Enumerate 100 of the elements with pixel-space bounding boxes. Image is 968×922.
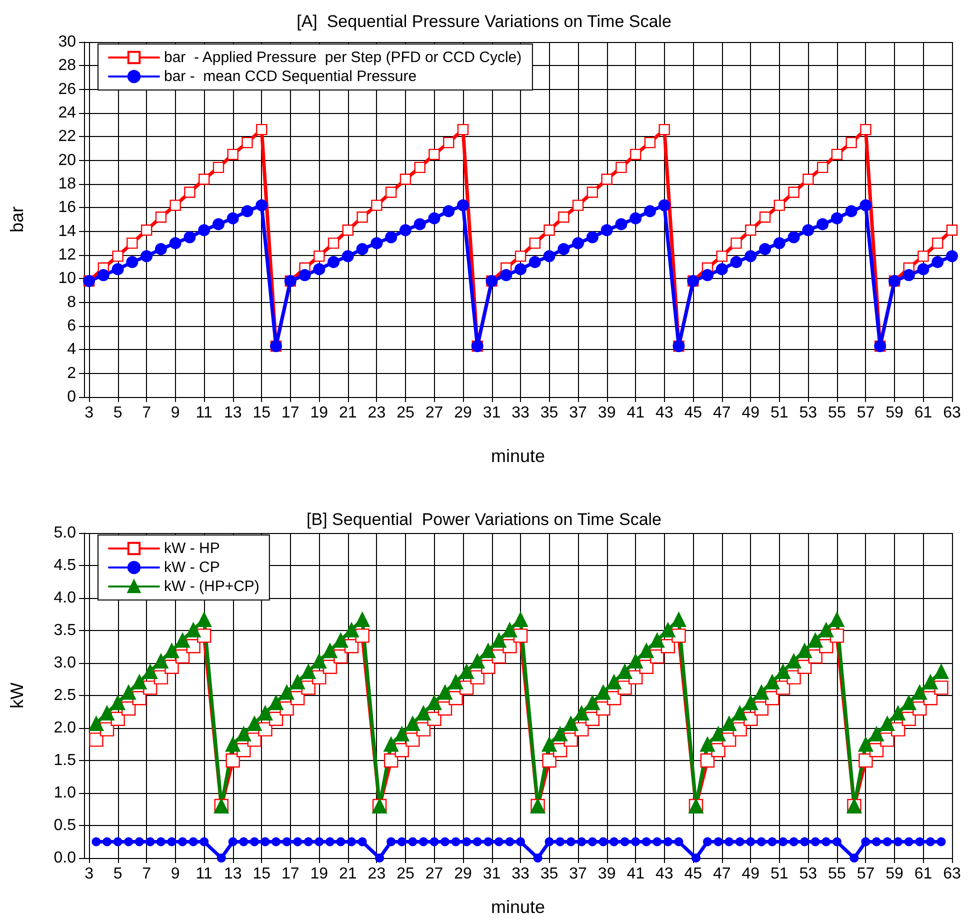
x-tick-label: 15 [252, 404, 271, 422]
x-tick-label: 17 [281, 404, 300, 422]
legend-label: kW - CP [164, 559, 220, 576]
x-tick-label: 31 [482, 404, 501, 422]
y-tick-label: 26 [58, 80, 76, 98]
x-tick-label: 41 [626, 866, 645, 882]
x-tick-label: 59 [886, 404, 904, 422]
x-tick-label: 23 [368, 866, 386, 882]
x-tick-label: 13 [224, 866, 242, 882]
x-tick-label: 35 [540, 404, 558, 422]
x-axis-title: minute [490, 446, 546, 466]
y-tick-label: 5.0 [54, 524, 76, 542]
x-tick-label: 51 [770, 866, 788, 882]
x-tick-label: 43 [655, 866, 674, 882]
x-tick-label: 53 [799, 866, 818, 882]
x-tick-label: 57 [856, 866, 875, 882]
y-tick-label: 22 [58, 128, 76, 146]
x-tick-label: 27 [425, 404, 444, 422]
x-tick-label: 47 [712, 404, 731, 422]
x-tick-label: 45 [684, 404, 702, 422]
x-tick-label: 39 [598, 404, 616, 422]
x-tick-label: 45 [684, 866, 702, 882]
x-tick-label: 33 [512, 866, 530, 882]
x-tick-label: 19 [310, 404, 328, 422]
x-tick-label: 9 [170, 866, 180, 882]
x-tick-label: 29 [454, 404, 472, 422]
x-tick-label: 55 [828, 866, 846, 882]
y-tick-label: 10 [58, 270, 76, 288]
x-tick-label: 63 [943, 404, 961, 422]
x-tick-label: 11 [196, 404, 212, 422]
y-tick-label: 12 [58, 246, 76, 264]
x-tick-label: 11 [196, 866, 212, 882]
y-tick-label: 16 [58, 199, 76, 216]
y-tick-label: 2.5 [54, 687, 76, 704]
x-tick-label: 7 [142, 404, 152, 422]
y-tick-label: 4 [67, 341, 76, 358]
x-tick-label: 51 [770, 404, 788, 422]
y-tick-label: 3.0 [54, 654, 76, 672]
x-axis-title: minute [490, 897, 546, 917]
x-tick-label: 3 [84, 866, 94, 882]
x-tick-label: 7 [142, 866, 152, 882]
chart-title: [B] Sequential Power Variations on Time Scale [306, 510, 662, 529]
x-tick-label: 49 [742, 404, 760, 422]
y-tick-label: 0.0 [54, 850, 76, 866]
x-tick-label: 43 [655, 404, 674, 422]
x-tick-label: 61 [914, 404, 932, 422]
x-tick-label: 37 [569, 404, 588, 422]
y-tick-label: 4.0 [54, 590, 76, 606]
y-tick-label: 1.5 [54, 752, 76, 769]
x-tick-label: 59 [886, 866, 904, 882]
x-tick-label: 31 [482, 866, 501, 882]
x-tick-label: 57 [856, 404, 875, 422]
x-tick-label: 27 [425, 866, 444, 882]
legend-label: kW - (HP+CP) [164, 578, 260, 595]
y-tick-label: 24 [58, 104, 76, 122]
x-tick-label: 61 [914, 866, 932, 882]
x-tick-label: 29 [454, 866, 472, 882]
x-tick-label: 19 [310, 866, 328, 882]
x-tick-label: 3 [84, 404, 94, 422]
y-axis-title: kW [7, 682, 27, 708]
y-tick-label: 28 [58, 57, 76, 74]
x-tick-label: 39 [598, 866, 616, 882]
y-tick-label: 14 [58, 222, 76, 240]
x-tick-label: 23 [368, 404, 386, 422]
x-tick-label: 37 [569, 866, 588, 882]
y-tick-label: 3.5 [54, 622, 76, 639]
x-tick-label: 41 [626, 404, 645, 422]
x-tick-label: 17 [281, 866, 300, 882]
y-tick-label: 6 [67, 318, 76, 334]
x-tick-label: 33 [512, 404, 530, 422]
x-tick-label: 53 [799, 404, 818, 422]
y-tick-label: 4.5 [54, 557, 76, 574]
chart-title: [A] Sequential Pressure Variations on Time Scale [296, 12, 672, 31]
x-tick-label: 47 [712, 866, 731, 882]
x-tick-label: 25 [396, 866, 414, 882]
x-tick-label: 5 [113, 866, 122, 882]
legend-label: bar - Applied Pressure per Step (PFD or CCD Cycle) [164, 49, 522, 66]
x-tick-label: 21 [339, 404, 357, 422]
y-tick-label: 0 [67, 388, 76, 406]
x-tick-label: 5 [113, 404, 122, 422]
y-tick-label: 20 [58, 152, 76, 169]
y-tick-label: 30 [58, 34, 76, 50]
x-tick-label: 13 [224, 404, 242, 422]
x-tick-label: 35 [540, 866, 558, 882]
x-tick-label: 49 [742, 866, 760, 882]
y-axis-title: bar [7, 206, 27, 233]
x-tick-label: 21 [339, 866, 357, 882]
y-tick-label: 8 [67, 294, 76, 311]
y-tick-label: 1.0 [54, 784, 76, 802]
x-tick-label: 55 [828, 404, 846, 422]
y-tick-label: 0.5 [54, 817, 76, 834]
y-tick-label: 2.0 [54, 720, 76, 736]
x-tick-label: 15 [252, 866, 271, 882]
y-tick-label: 18 [58, 176, 76, 192]
legend-label: kW - HP [164, 540, 220, 557]
x-tick-label: 9 [170, 404, 180, 422]
y-tick-label: 2 [67, 364, 76, 382]
x-tick-label: 63 [943, 866, 961, 882]
x-tick-label: 25 [396, 404, 414, 422]
legend-label: bar - mean CCD Sequential Pressure [164, 68, 417, 85]
